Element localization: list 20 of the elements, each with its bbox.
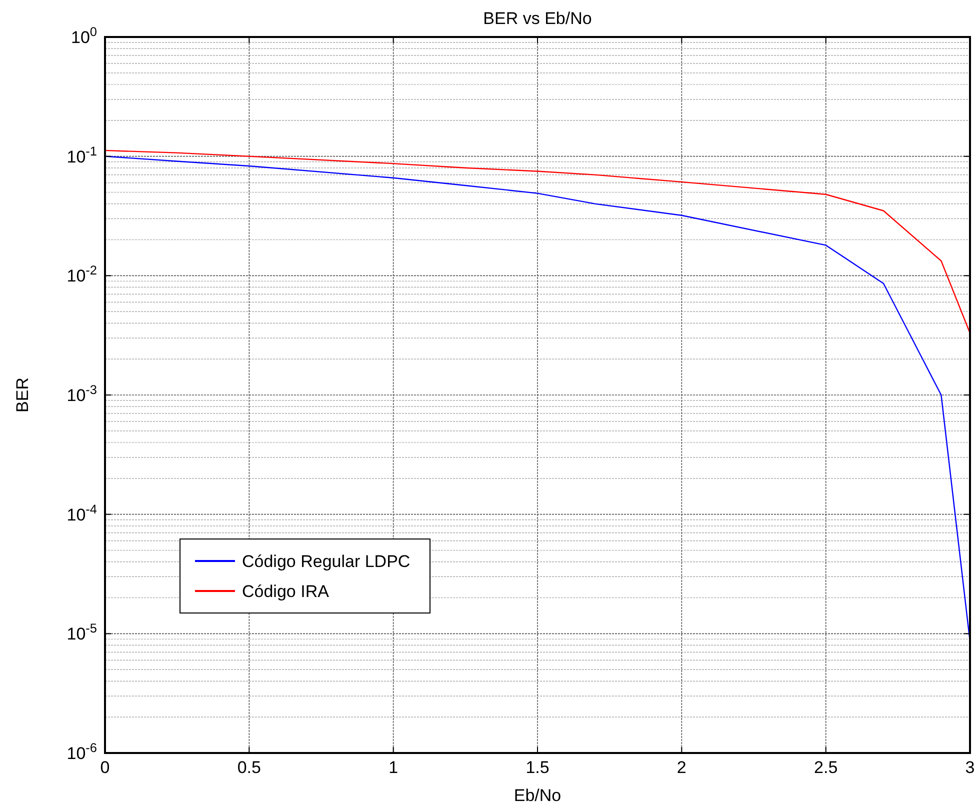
y-tick-label: 10$^{-5}$ [66, 620, 97, 644]
y-tick-label: 10$^{-1}$ [66, 142, 97, 166]
x-tick-label: 1.5 [526, 758, 550, 777]
x-tick-label: 1 [388, 758, 398, 777]
chart-title: BER vs Eb/No [483, 9, 592, 28]
legend-label: Código IRA [242, 582, 330, 601]
y-tick-label: 10$^{-4}$ [66, 500, 97, 524]
x-tick-label: 0 [100, 758, 110, 777]
x-tick-label: 2 [676, 758, 686, 777]
legend-label: Código Regular LDPC [242, 552, 410, 571]
line-series [104, 150, 971, 334]
y-tick-label: 10$^{-2}$ [66, 262, 97, 286]
x-tick-label: 2.5 [814, 758, 838, 777]
y-tick-label: 10$^{-6}$ [66, 739, 97, 763]
x-tick-label: 0.5 [237, 758, 261, 777]
x-tick-label: 3 [965, 758, 975, 777]
y-tick-label: 10$^{-3}$ [66, 381, 97, 405]
y-tick-label: 10$^{0}$ [70, 23, 97, 47]
x-axis-title: Eb/No [514, 786, 562, 803]
y-axis-title: BER [13, 378, 32, 412]
